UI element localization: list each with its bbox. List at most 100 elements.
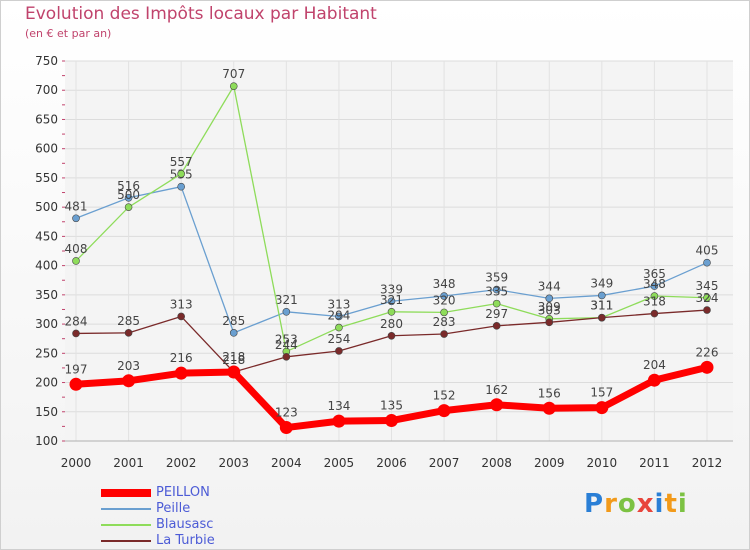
data-label: 285 bbox=[222, 314, 245, 328]
y-tick-label: 100 bbox=[35, 434, 58, 448]
data-label: 309 bbox=[538, 300, 561, 314]
data-label: 359 bbox=[485, 271, 508, 285]
data-label: 218 bbox=[222, 353, 245, 367]
legend-label: Blausasc bbox=[156, 517, 214, 532]
data-point bbox=[650, 309, 659, 318]
data-label: 408 bbox=[65, 242, 88, 256]
data-point bbox=[124, 203, 133, 211]
data-point bbox=[229, 329, 238, 337]
data-point bbox=[282, 353, 291, 361]
data-label: 294 bbox=[327, 309, 350, 323]
x-tick-label: 2011 bbox=[639, 456, 670, 470]
data-label: 348 bbox=[433, 277, 456, 291]
x-tick-label: 2002 bbox=[166, 456, 197, 470]
data-point bbox=[387, 307, 396, 316]
data-point bbox=[124, 329, 133, 337]
legend-swatch bbox=[101, 540, 151, 542]
data-point bbox=[72, 329, 80, 338]
logo-letter: r bbox=[604, 489, 618, 519]
data-point bbox=[124, 194, 133, 202]
x-tick-label: 2009 bbox=[534, 456, 565, 470]
logo-letter: i bbox=[677, 489, 688, 519]
data-label: 500 bbox=[117, 188, 140, 202]
x-tick-label: 2000 bbox=[61, 456, 92, 470]
y-tick-label: 550 bbox=[35, 171, 58, 185]
data-point bbox=[282, 307, 291, 316]
data-point bbox=[650, 282, 659, 290]
x-tick-label: 2010 bbox=[587, 456, 618, 470]
y-tick-label: 150 bbox=[35, 405, 58, 419]
data-label: 284 bbox=[65, 314, 88, 328]
data-label: 349 bbox=[590, 276, 613, 290]
proxiti-logo: Proxiti bbox=[584, 489, 688, 519]
logo-letter: o bbox=[617, 489, 637, 519]
data-label: 320 bbox=[433, 293, 456, 307]
legend-label: Peille bbox=[156, 501, 191, 516]
series-peillon: 197 203 216 218 123 134 135 152 162 156 157 204 226 bbox=[65, 345, 719, 435]
data-point bbox=[229, 82, 238, 90]
data-point bbox=[385, 414, 398, 428]
data-label: 405 bbox=[696, 244, 719, 258]
data-point bbox=[700, 360, 714, 374]
x-tick-label: 2004 bbox=[271, 456, 302, 470]
data-point bbox=[72, 214, 80, 223]
data-label: 156 bbox=[538, 386, 561, 400]
data-label: 335 bbox=[485, 285, 508, 299]
data-label: 324 bbox=[696, 291, 719, 305]
x-tick-label: 2012 bbox=[692, 456, 723, 470]
data-point bbox=[598, 313, 606, 322]
x-tick-label: 2007 bbox=[429, 456, 460, 470]
data-label: 244 bbox=[275, 338, 298, 352]
data-label: 216 bbox=[170, 351, 193, 365]
data-label: 135 bbox=[380, 399, 403, 413]
x-tick-label: 2003 bbox=[218, 456, 249, 470]
logo-letter: P bbox=[584, 489, 605, 519]
data-point bbox=[703, 293, 711, 302]
data-label: 311 bbox=[590, 299, 613, 313]
data-point bbox=[650, 292, 659, 300]
data-point bbox=[545, 294, 554, 303]
y-tick-label: 700 bbox=[35, 83, 58, 97]
data-label: 280 bbox=[380, 317, 403, 331]
data-label: 162 bbox=[485, 383, 508, 397]
x-tick-label: 2006 bbox=[376, 456, 407, 470]
data-label: 253 bbox=[275, 333, 298, 347]
data-point bbox=[595, 401, 609, 415]
data-label: 348 bbox=[643, 277, 666, 291]
legend: PEILLON Peille Blausasc La Turbie bbox=[101, 485, 261, 549]
logo-letter: t bbox=[664, 489, 678, 519]
data-point bbox=[177, 312, 185, 321]
data-label: 481 bbox=[65, 199, 88, 213]
data-point bbox=[72, 257, 80, 265]
y-tick-label: 650 bbox=[35, 112, 58, 126]
legend-item: Blausasc bbox=[101, 517, 261, 533]
legend-item: La Turbie bbox=[101, 533, 261, 549]
x-tick-label: 2008 bbox=[481, 456, 512, 470]
data-point bbox=[492, 285, 501, 294]
x-axis: 2000 2001 2002 2003 2004 2005 2006 2007 2008 2009… bbox=[61, 61, 733, 470]
data-label: 226 bbox=[696, 345, 719, 359]
data-label: 313 bbox=[170, 297, 193, 311]
data-label: 152 bbox=[433, 389, 456, 403]
y-tick-label: 750 bbox=[35, 54, 58, 68]
data-point bbox=[440, 308, 448, 317]
data-point bbox=[492, 299, 501, 308]
plot-area bbox=[65, 61, 733, 441]
data-point bbox=[335, 312, 343, 321]
data-label: 318 bbox=[643, 295, 666, 309]
data-point bbox=[440, 292, 448, 300]
y-tick-label: 250 bbox=[35, 346, 58, 360]
data-point bbox=[703, 306, 711, 314]
data-point bbox=[279, 421, 293, 435]
data-label: 321 bbox=[380, 293, 403, 307]
data-label: 218 bbox=[222, 350, 245, 364]
legend-item: PEILLON bbox=[101, 485, 261, 501]
y-tick-label: 500 bbox=[35, 200, 58, 214]
data-point bbox=[703, 258, 711, 267]
data-point bbox=[335, 323, 343, 332]
legend-label: La Turbie bbox=[156, 533, 215, 548]
data-label: 134 bbox=[327, 399, 350, 413]
data-label: 557 bbox=[170, 155, 193, 169]
